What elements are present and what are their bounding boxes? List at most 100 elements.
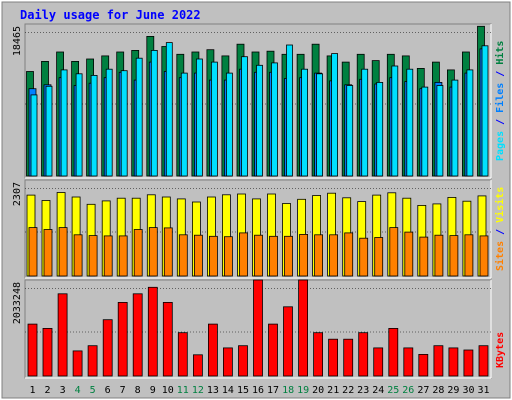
bar-kbytes-21 bbox=[328, 338, 339, 377]
x-tick-label: 11 bbox=[177, 385, 189, 396]
x-tick-label: 16 bbox=[252, 385, 264, 396]
legend-part: / bbox=[495, 223, 506, 241]
bar-sites-16 bbox=[254, 234, 263, 277]
bar-pages-19 bbox=[301, 68, 309, 177]
bar-kbytes-31 bbox=[478, 345, 489, 377]
x-tick-label: 10 bbox=[162, 385, 174, 396]
bar-pages-7 bbox=[120, 70, 128, 177]
x-tick-label: 27 bbox=[417, 385, 429, 396]
bar-pages-24 bbox=[376, 82, 384, 177]
x-tick-label: 2 bbox=[44, 385, 50, 396]
bar-kbytes-8 bbox=[132, 293, 143, 377]
bar-sites-30 bbox=[464, 234, 474, 277]
bar-kbytes-20 bbox=[313, 332, 324, 377]
bar-kbytes-11 bbox=[177, 332, 188, 377]
bar-kbytes-30 bbox=[463, 349, 474, 377]
x-tick-label: 5 bbox=[90, 385, 96, 396]
bar-sites-28 bbox=[434, 234, 444, 277]
bar-kbytes-18 bbox=[283, 306, 293, 377]
y-max-label: 18465 bbox=[12, 26, 23, 56]
bar-pages-14 bbox=[225, 72, 233, 177]
x-tick-label: 31 bbox=[477, 385, 489, 396]
x-tick-label: 29 bbox=[447, 385, 459, 396]
x-tick-label: 14 bbox=[222, 385, 234, 396]
bar-pages-3 bbox=[60, 69, 68, 177]
bar-sites-9 bbox=[148, 227, 158, 277]
bar-pages-16 bbox=[256, 64, 263, 177]
bar-pages-21 bbox=[331, 53, 339, 177]
bar-sites-25 bbox=[389, 227, 399, 277]
bar-sites-10 bbox=[163, 227, 173, 277]
bar-kbytes-16 bbox=[253, 279, 263, 377]
bar-sites-22 bbox=[344, 232, 354, 277]
y-max-label: 2307 bbox=[12, 182, 23, 206]
x-tick-label: 23 bbox=[357, 385, 369, 396]
bar-pages-1 bbox=[30, 94, 38, 177]
panel-visits-sites: 2307 bbox=[12, 179, 492, 279]
x-tick-label: 30 bbox=[462, 385, 474, 396]
bar-pages-11 bbox=[180, 72, 188, 177]
bar-sites-18 bbox=[284, 235, 293, 277]
bar-pages-30 bbox=[466, 69, 474, 177]
x-tick-label: 15 bbox=[237, 385, 249, 396]
bar-sites-13 bbox=[208, 235, 218, 277]
bar-pages-18 bbox=[286, 44, 293, 177]
bar-pages-8 bbox=[135, 57, 143, 177]
x-tick-label: 25 bbox=[387, 385, 399, 396]
bar-pages-28 bbox=[436, 85, 444, 177]
x-axis-labels: 1 2 3 4 5 6 7 8 9 10 11 12 13 14 15 16 17 18 19 20 21 22 23 24 2… bbox=[29, 385, 489, 396]
bar-kbytes-25 bbox=[388, 327, 399, 377]
bar-sites-6 bbox=[103, 235, 113, 277]
bar-pages-27 bbox=[421, 86, 429, 177]
bar-pages-26 bbox=[406, 68, 414, 177]
bar-kbytes-17 bbox=[268, 323, 278, 377]
bar-pages-4 bbox=[75, 73, 83, 177]
right-legend-labels: Pages / Files / Hits Sites / Visits KBytes bbox=[494, 41, 506, 368]
bar-sites-19 bbox=[299, 233, 309, 277]
bar-sites-29 bbox=[449, 235, 459, 277]
bar-pages-12 bbox=[195, 58, 203, 177]
bar-pages-22 bbox=[346, 85, 354, 177]
x-tick-label: 17 bbox=[267, 385, 279, 396]
bar-kbytes-9 bbox=[147, 286, 158, 377]
bar-kbytes-29 bbox=[448, 347, 459, 377]
bar-kbytes-4 bbox=[72, 350, 83, 377]
bar-sites-11 bbox=[178, 234, 188, 277]
x-tick-label: 8 bbox=[135, 385, 141, 396]
bar-sites-24 bbox=[374, 237, 384, 277]
bar-pages-13 bbox=[210, 61, 218, 177]
bar-sites-14 bbox=[223, 236, 233, 277]
bar-kbytes-26 bbox=[403, 347, 414, 377]
legend-part: / bbox=[495, 65, 506, 83]
right-legend-2: KBytes bbox=[495, 332, 506, 368]
panel-kbytes: 2033248 bbox=[12, 279, 492, 379]
x-tick-label: 4 bbox=[75, 385, 81, 396]
right-legend-0: Pages / Files / Hits bbox=[494, 41, 506, 161]
y-max-label: 2033248 bbox=[12, 282, 23, 324]
legend-part: Hits bbox=[494, 41, 506, 65]
legend-part: KBytes bbox=[495, 332, 506, 368]
bar-kbytes-10 bbox=[162, 301, 173, 377]
x-tick-label: 22 bbox=[342, 385, 354, 396]
bar-kbytes-23 bbox=[358, 332, 369, 377]
x-tick-label: 6 bbox=[105, 385, 111, 396]
bar-kbytes-1 bbox=[27, 323, 38, 377]
bar-kbytes-22 bbox=[343, 338, 354, 377]
bar-pages-31 bbox=[481, 45, 489, 177]
bar-sites-1 bbox=[28, 227, 38, 277]
bar-sites-17 bbox=[269, 235, 278, 277]
bar-sites-21 bbox=[329, 234, 339, 277]
bar-sites-7 bbox=[118, 235, 128, 277]
bar-pages-6 bbox=[105, 68, 113, 177]
legend-part: Sites bbox=[494, 241, 506, 271]
x-tick-label: 18 bbox=[282, 385, 294, 396]
bar-sites-2 bbox=[43, 229, 53, 277]
bar-pages-2 bbox=[45, 85, 53, 177]
bar-kbytes-12 bbox=[192, 354, 203, 377]
chart-title: Daily usage for June 2022 bbox=[20, 8, 201, 22]
bar-sites-4 bbox=[73, 234, 83, 277]
bar-kbytes-13 bbox=[207, 323, 218, 377]
bar-sites-26 bbox=[404, 231, 414, 277]
